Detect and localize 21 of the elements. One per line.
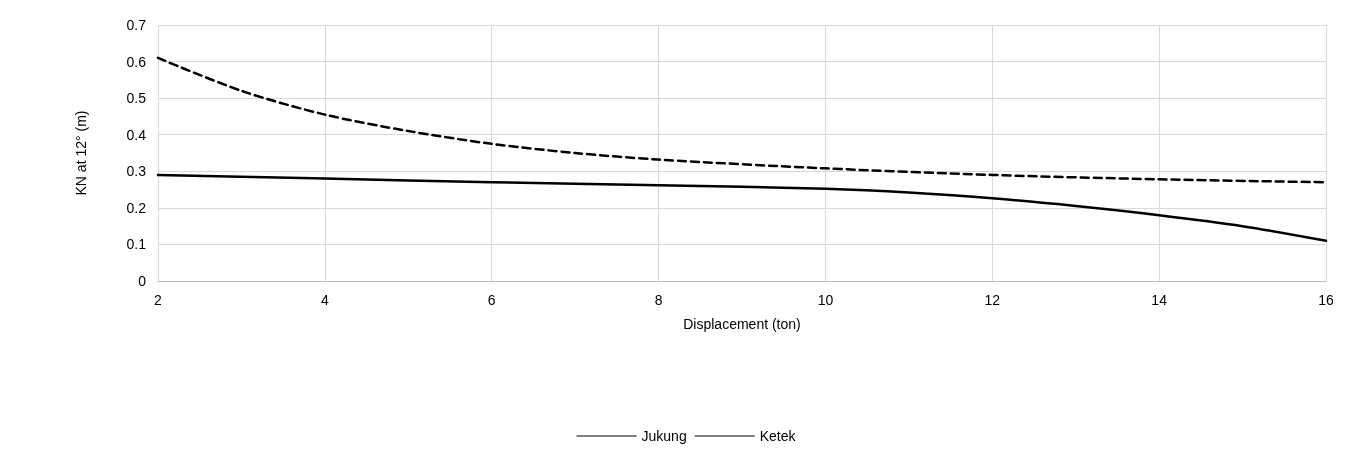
x-tick-label: 2 bbox=[154, 292, 163, 308]
legend-label: Ketek bbox=[759, 428, 797, 444]
y-tick-label: 0 bbox=[138, 273, 147, 289]
x-tick-label: 12 bbox=[984, 292, 1001, 308]
y-tick-label: 0.1 bbox=[126, 236, 147, 253]
y-tick-label: 0.4 bbox=[126, 126, 147, 143]
legend-label: Jukung bbox=[641, 428, 687, 444]
x-axis-title: Displacement (ton) bbox=[683, 316, 801, 332]
line-series bbox=[156, 173, 1328, 243]
x-tick-label: 10 bbox=[817, 292, 834, 308]
y-tick-label: 0.2 bbox=[126, 199, 147, 216]
y-tick-label: 0.7 bbox=[126, 17, 147, 33]
y-tick-label: 0.6 bbox=[126, 53, 147, 70]
y-tick-label: 0.5 bbox=[126, 90, 147, 107]
x-tick-label: 4 bbox=[320, 292, 329, 308]
x-tick-label: 14 bbox=[1151, 292, 1168, 308]
x-tick-label: 16 bbox=[1318, 292, 1334, 308]
y-tick-label: 0.3 bbox=[126, 163, 147, 180]
x-tick-label: 8 bbox=[654, 292, 663, 308]
y-axis-title: KN at 12° (m) bbox=[73, 110, 89, 196]
x-tick-label: 6 bbox=[487, 292, 496, 308]
